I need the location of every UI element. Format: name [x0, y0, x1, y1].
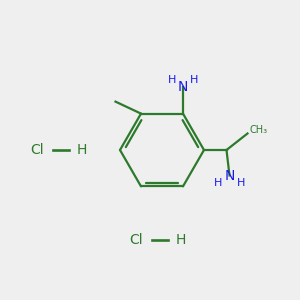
Text: Cl: Cl — [30, 143, 43, 157]
Text: Cl: Cl — [129, 233, 142, 247]
Text: H: H — [167, 75, 176, 85]
Text: N: N — [224, 169, 235, 182]
Text: CH₃: CH₃ — [249, 125, 267, 136]
Text: H: H — [214, 178, 222, 188]
Text: H: H — [237, 178, 245, 188]
Text: N: N — [178, 80, 188, 94]
Text: H: H — [190, 75, 199, 85]
Text: H: H — [176, 233, 186, 247]
Text: H: H — [76, 143, 87, 157]
